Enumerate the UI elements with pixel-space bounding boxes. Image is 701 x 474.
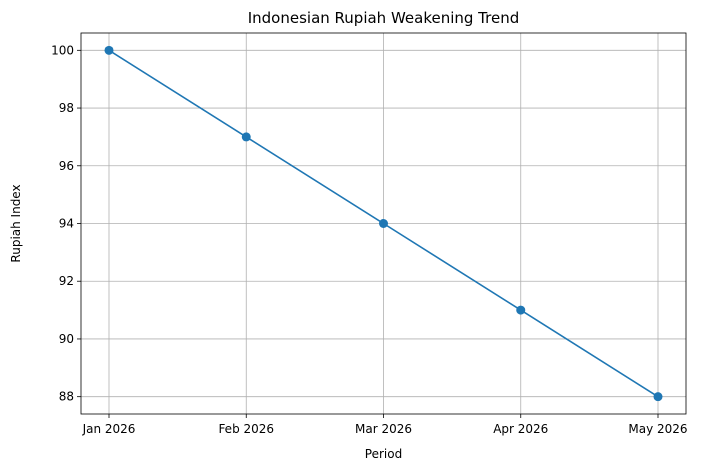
y-tick-label: 94 [59,217,74,231]
data-point [241,132,251,142]
y-axis-label: Rupiah Index [9,184,23,262]
x-tick-label: Mar 2026 [355,422,412,436]
y-tick-label: 92 [59,274,74,288]
axes: Jan 2026 Feb 2026 Mar 2026 Apr 2026 May 2026… [51,32,688,436]
x-axis-label: Period [365,447,402,461]
x-tick-label: Apr 2026 [493,422,548,436]
y-tick-label: 96 [59,159,74,173]
y-tick-label: 90 [59,332,74,346]
series-layer [104,45,663,402]
data-point [653,392,663,402]
x-tick-label: May 2026 [628,422,687,436]
y-tick-label: 98 [59,101,74,115]
chart-title: Indonesian Rupiah Weakening Trend [248,9,520,27]
data-point [516,305,526,315]
data-point [104,45,114,55]
plot-frame [80,32,687,415]
y-tick-label: 100 [51,43,74,57]
x-tick-label: Feb 2026 [218,422,274,436]
data-point [379,219,388,228]
y-tick-label: 88 [59,390,74,404]
labels: Indonesian Rupiah Weakening Trend Period… [9,9,519,461]
x-tick-label: Jan 2026 [82,422,136,436]
